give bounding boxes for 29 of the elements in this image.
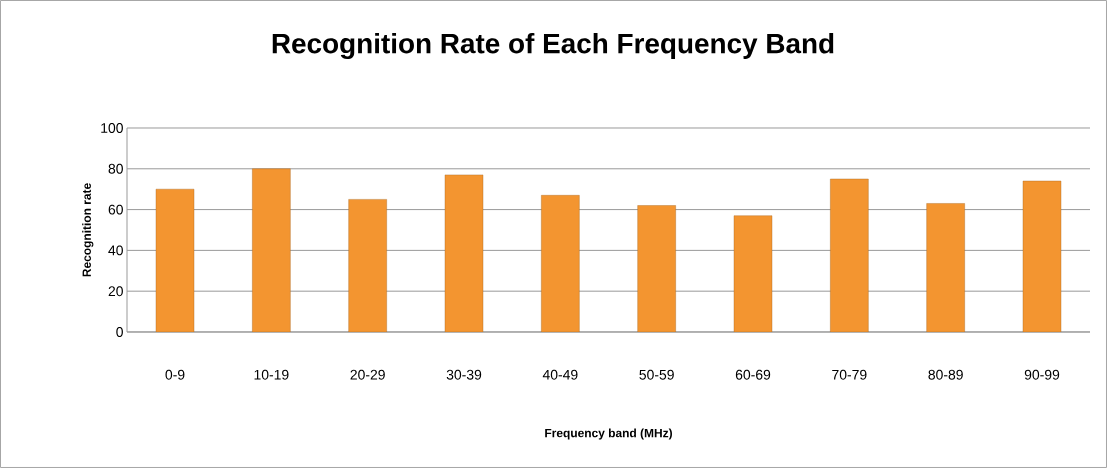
x-tick-label: 60-69 xyxy=(735,369,771,380)
x-tick-label: 90-99 xyxy=(1024,369,1060,380)
y-tick-label: 0 xyxy=(116,327,123,337)
y-tick-label: 80 xyxy=(108,163,123,174)
y-tick-label: 40 xyxy=(108,245,123,256)
x-tick-label: 0-9 xyxy=(165,369,185,380)
y-tick-label: 100 xyxy=(101,123,123,133)
bar xyxy=(637,205,676,332)
bar xyxy=(444,174,484,332)
bar xyxy=(830,178,869,332)
x-axis-title: Frequency band (MHz) xyxy=(545,428,672,440)
y-tick-label: 20 xyxy=(108,286,123,297)
bar xyxy=(348,199,387,332)
x-tick-label: 20-29 xyxy=(350,369,385,380)
bar xyxy=(1022,180,1062,332)
y-tick-label: 60 xyxy=(108,204,123,215)
x-tick-label: 80-89 xyxy=(928,369,963,380)
x-tick-label: 70-79 xyxy=(832,369,867,380)
bar xyxy=(733,215,773,332)
x-tick-label: 30-39 xyxy=(446,369,482,380)
y-axis-title: Recognition rate xyxy=(82,183,94,277)
x-tick-label: 40-49 xyxy=(542,369,578,380)
bar xyxy=(155,188,195,332)
x-tick-label: 10-19 xyxy=(254,369,289,380)
chart-title: Recognition Rate of Each Frequency Band xyxy=(272,32,834,60)
bar xyxy=(541,195,580,332)
x-tick-label: 50-59 xyxy=(639,369,674,380)
bar xyxy=(926,203,965,332)
bar xyxy=(252,168,291,332)
